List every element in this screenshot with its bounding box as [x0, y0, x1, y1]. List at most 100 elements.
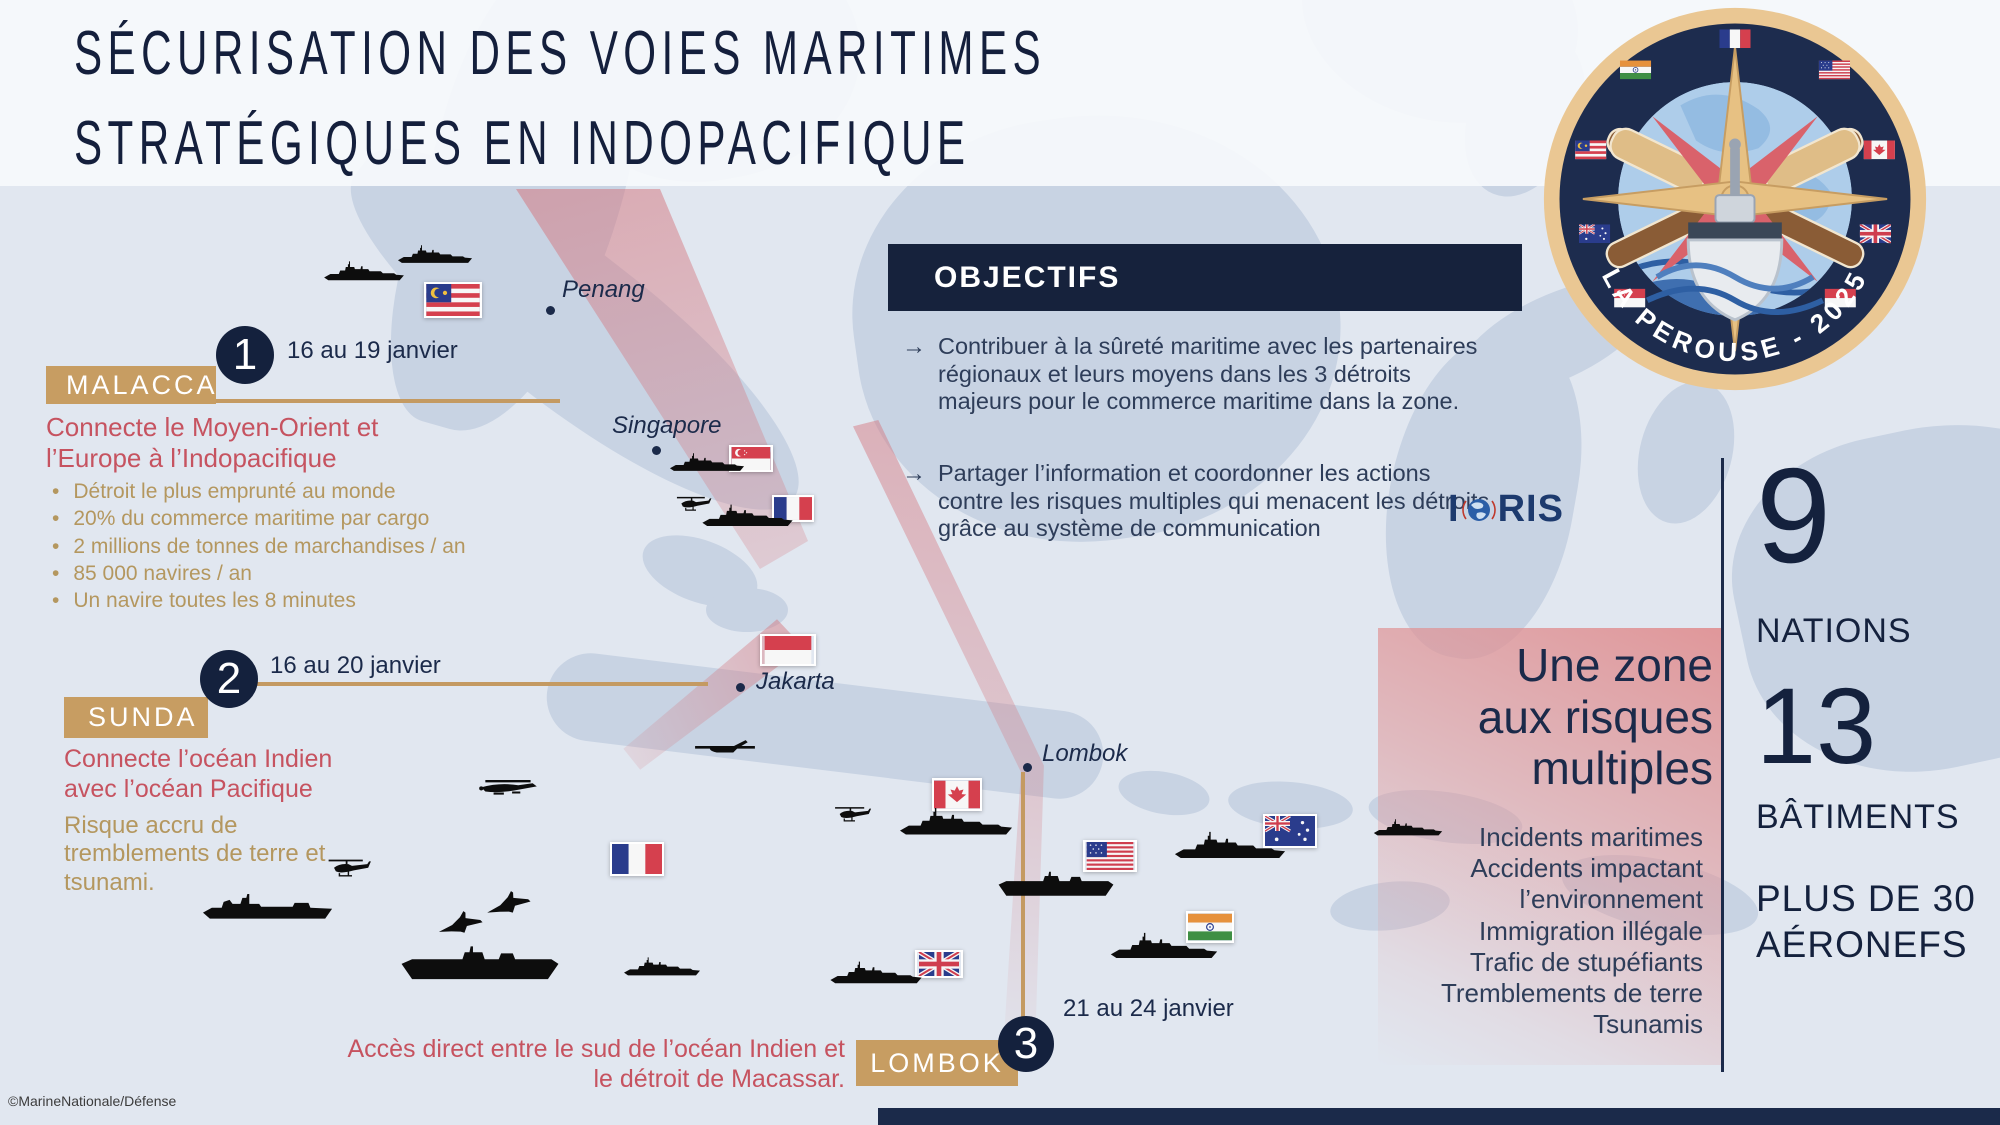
sunda-label: SUNDA: [88, 702, 198, 732]
frigate-icon: [1108, 931, 1220, 961]
flag-france-icon: [610, 842, 664, 876]
frigate-icon: [1172, 830, 1288, 861]
lombok-dates: 21 au 24 janvier: [1063, 995, 1234, 1022]
singapore-label: Singapore: [612, 412, 722, 439]
list-item: • Détroit le plus emprunté au monde: [52, 478, 482, 505]
badge-ship: [1645, 138, 1825, 322]
list-item: • 85 000 navires / an: [52, 560, 482, 587]
objective-item-1: → Contribuer à la sûreté maritime avec l…: [902, 333, 1502, 416]
fighter-jet-icon: [482, 885, 536, 922]
risk-item: Immigration illégale: [1479, 915, 1703, 946]
flag-france-icon: [772, 495, 814, 522]
objective-text-2: Partager l’information et coordonner les…: [938, 460, 1490, 542]
list-item: • Un navire toutes les 8 minutes: [52, 587, 482, 614]
frigate-icon: [622, 956, 702, 977]
ioris-globe-icon: [1461, 498, 1496, 521]
ioris-logo: I RIS: [1448, 488, 1564, 531]
flag-united-states-icon: [1083, 840, 1137, 872]
nations-value: 9: [1756, 440, 1832, 591]
penang-dot: [546, 306, 555, 315]
list-item: • 2 millions de tonnes de marchandises / …: [52, 533, 482, 560]
vertical-divider: [1721, 458, 1724, 1072]
singapore-dot: [652, 446, 661, 455]
credit-text: ©MarineNationale/Défense: [8, 1093, 177, 1109]
malacca-label: MALACCA: [66, 369, 218, 400]
jakarta-dot: [736, 683, 745, 692]
fighter-jet-icon: [434, 906, 488, 941]
frigate-icon: [897, 806, 1015, 837]
ships-label: BÂTIMENTS: [1756, 798, 1960, 836]
helicopter-icon: [325, 856, 379, 879]
ioris-logo-part1: I: [1448, 488, 1460, 530]
bullet-icon: •: [52, 589, 60, 613]
frigate-icon: [700, 503, 795, 528]
objective-text-1: Contribuer à la sûreté maritime avec les…: [938, 333, 1478, 415]
flag-canada-icon: [932, 778, 982, 811]
bullet-icon: •: [52, 561, 60, 585]
jakarta-label: Jakarta: [756, 668, 835, 695]
drone-icon: [692, 736, 758, 765]
risk-item: Tremblements de terre: [1440, 977, 1703, 1008]
malacca-bullet-list: • Détroit le plus emprunté au monde • 20% …: [52, 478, 482, 614]
flag-malaysia-icon: [424, 282, 482, 318]
malacca-number-badge: 1: [216, 326, 274, 384]
malacca-dates: 16 au 19 janvier: [287, 337, 458, 364]
risk-item: Trafic de stupéfiants: [1469, 946, 1703, 977]
arrow-icon: →: [902, 333, 926, 360]
flag-australia-icon: [1263, 814, 1317, 848]
risk-item: Tsunamis: [1593, 1009, 1703, 1040]
lombok-number-badge: 3: [998, 1016, 1054, 1072]
page-title-line2: STRATÉGIQUES EN INDOPACIFIQUE: [74, 109, 971, 178]
malacca-number: 1: [232, 330, 258, 379]
aircraft-label-line1: PLUS DE 30: [1756, 878, 1976, 919]
ioris-logo-part2: RIS: [1497, 488, 1564, 530]
risk-item: Accidents impactant l’environnement: [1470, 853, 1703, 915]
objectives-header: OBJECTIFS: [888, 244, 1522, 311]
objective-item-2: → Partager l’information et coordonner l…: [902, 460, 1502, 543]
aircraft-carrier-icon: [996, 870, 1116, 901]
bullet-icon: •: [52, 480, 60, 503]
penang-label: Penang: [562, 276, 645, 303]
sunda-number: 2: [216, 654, 242, 703]
sunda-number-badge: 2: [200, 650, 258, 708]
landmass-bali: [1115, 764, 1213, 822]
nations-label: NATIONS: [1756, 612, 1912, 650]
sunda-note: Risque accru de tremblements de terre et…: [64, 812, 326, 896]
sunda-label-box: SUNDA: [64, 697, 208, 738]
risk-item: Incidents maritimes: [1479, 822, 1703, 852]
lombok-dot: [1023, 763, 1032, 772]
flag-india-icon: [1186, 911, 1234, 943]
frigate-icon: [828, 960, 924, 986]
aircraft-carrier-icon: [398, 944, 562, 986]
sunda-dates: 16 au 20 janvier: [270, 652, 441, 679]
lombok-label: LOMBOK: [870, 1047, 1004, 1078]
seaplane-icon: [473, 774, 545, 801]
landmass-halmahera: [1622, 370, 1750, 535]
malacca-label-box: MALACCA: [46, 366, 216, 404]
list-item: • 20% du commerce maritime par cargo: [52, 505, 482, 532]
sunda-leader-line: [253, 682, 708, 686]
objectives-heading: OBJECTIFS: [934, 260, 1121, 294]
lombok-label-box: LOMBOK: [856, 1040, 1018, 1086]
bullet-icon: •: [52, 507, 60, 531]
helicopter-icon: [832, 804, 878, 824]
bullet-icon: •: [52, 534, 60, 558]
aircraft-label-line2: AÉRONEFS: [1756, 924, 1968, 965]
support-ship-icon: [200, 891, 338, 926]
malacca-description: Connecte le Moyen-Orient et l’Europe à l…: [46, 412, 379, 473]
frigate-icon: [322, 260, 406, 282]
ships-value: 13: [1756, 665, 1877, 786]
lombok-description: Accès direct entre le sud de l’océan Ind…: [347, 1035, 845, 1093]
arrow-icon: →: [902, 460, 926, 487]
flag-united-kingdom-icon: [915, 950, 963, 978]
flag-singapore-icon: [729, 445, 773, 472]
sunda-description: Connecte l’océan Indien avec l’océan Pac…: [64, 745, 333, 803]
malacca-leader-line: [50, 399, 560, 403]
la-perouse-2025-badge: LA PEROUSE - 2025: [1540, 4, 1930, 394]
flag-indonesia-icon: [760, 634, 816, 666]
risk-zone-panel: [1378, 628, 1723, 1065]
risk-zone-list: Incidents maritimes Accidents impactant …: [1393, 822, 1703, 1040]
page-title-line1: SÉCURISATION DES VOIES MARITIMES: [74, 19, 1047, 88]
frigate-icon: [668, 452, 746, 473]
lombok-city-label: Lombok: [1042, 740, 1128, 767]
